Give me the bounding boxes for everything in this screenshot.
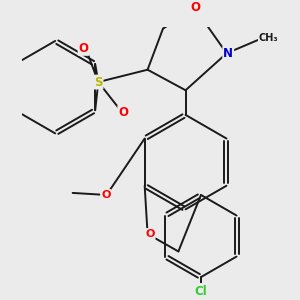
Text: Cl: Cl (195, 285, 207, 298)
Text: O: O (101, 190, 110, 200)
Text: O: O (118, 106, 128, 119)
Text: O: O (79, 42, 88, 55)
Text: N: N (223, 47, 233, 60)
Text: O: O (145, 229, 155, 239)
Text: O: O (190, 1, 201, 14)
Text: S: S (94, 76, 103, 88)
Text: CH₃: CH₃ (259, 33, 278, 43)
